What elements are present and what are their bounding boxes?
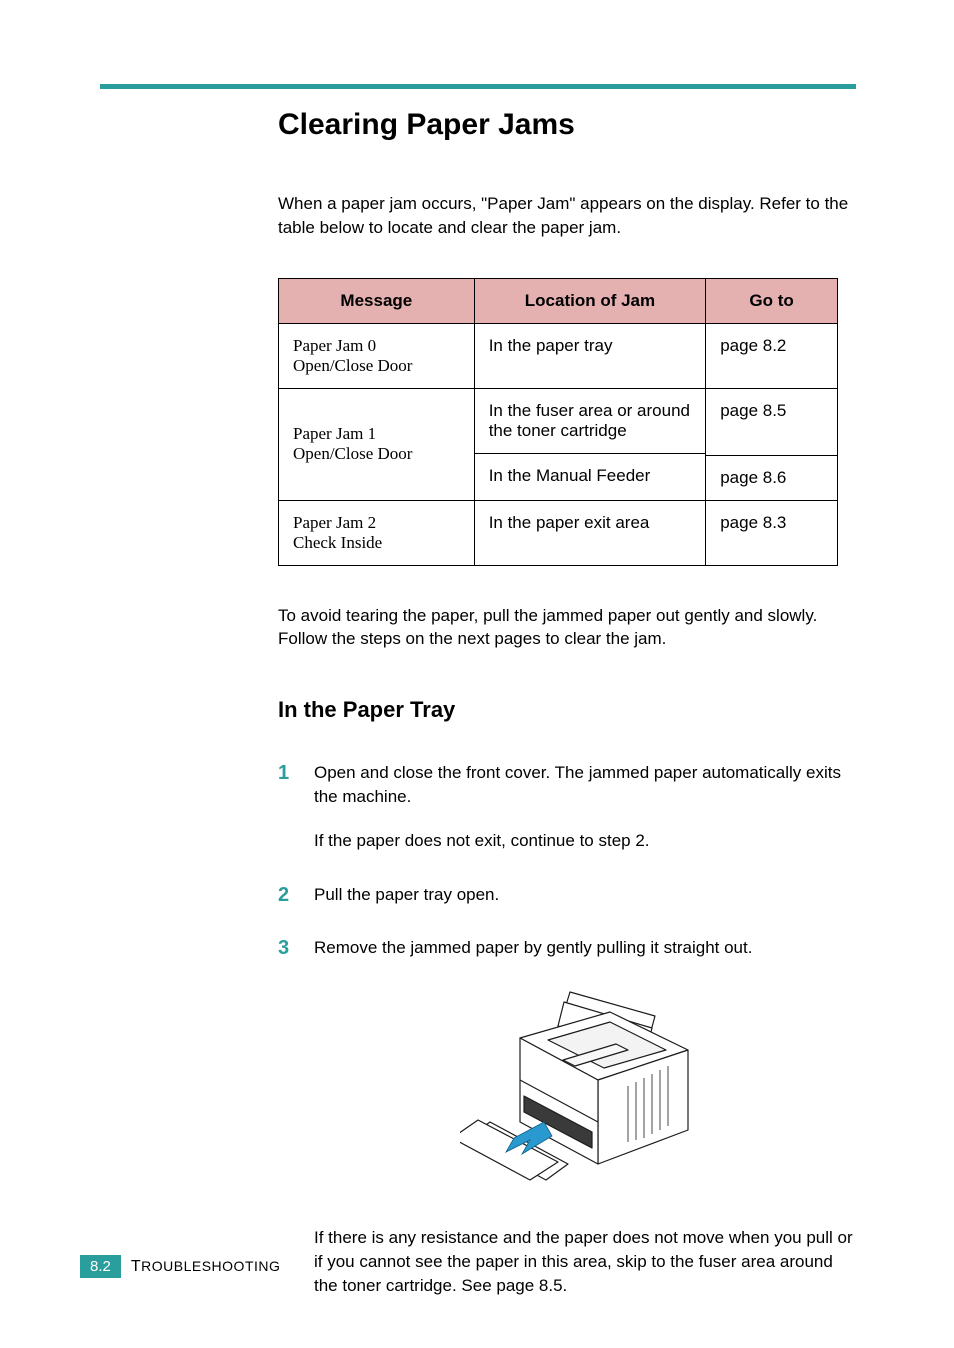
page-number-badge: 8.2 (80, 1255, 121, 1278)
loc-cell: In the paper exit area (474, 500, 706, 565)
page-footer: 8.2 TROUBLESHOOTING (80, 1255, 280, 1278)
loc-cell: In the paper tray (474, 323, 706, 388)
msg-line1: Paper Jam 0 (293, 336, 376, 355)
loc-cell-split: In the fuser area or around the toner ca… (474, 388, 706, 500)
chapter-first-letter: T (131, 1258, 141, 1275)
col-location: Location of Jam (474, 278, 706, 323)
step-text: Pull the paper tray open. (314, 883, 856, 907)
col-message: Message (279, 278, 475, 323)
col-goto: Go to (706, 278, 838, 323)
msg-cell: Paper Jam 1 Open/Close Door (279, 388, 475, 500)
step-item: 3 Remove the jammed paper by gently pull… (278, 936, 856, 1297)
header-rule (100, 84, 856, 89)
msg-cell: Paper Jam 0 Open/Close Door (279, 323, 475, 388)
section-heading: In the Paper Tray (278, 697, 856, 723)
table-row: Paper Jam 2 Check Inside In the paper ex… (279, 500, 838, 565)
msg-line2: Open/Close Door (293, 444, 412, 463)
step-item: 2 Pull the paper tray open. (278, 883, 856, 907)
step-number: 2 (278, 881, 289, 909)
step-number: 1 (278, 759, 289, 787)
goto-cell: page 8.3 (706, 500, 838, 565)
table-header-row: Message Location of Jam Go to (279, 278, 838, 323)
step-text: If there is any resistance and the paper… (314, 1226, 856, 1297)
post-table-paragraph: To avoid tearing the paper, pull the jam… (278, 604, 856, 652)
msg-line2: Open/Close Door (293, 356, 412, 375)
main-content: Clearing Paper Jams When a paper jam occ… (278, 108, 856, 1328)
goto-cell-split: page 8.5 page 8.6 (706, 388, 838, 500)
msg-line1: Paper Jam 1 (293, 424, 376, 443)
step-text: If the paper does not exit, continue to … (314, 829, 856, 853)
table-row: Paper Jam 1 Open/Close Door In the fuser… (279, 388, 838, 500)
msg-line1: Paper Jam 2 (293, 513, 376, 532)
goto-sub1: page 8.5 (706, 389, 837, 456)
goto-cell: page 8.2 (706, 323, 838, 388)
intro-paragraph: When a paper jam occurs, "Paper Jam" app… (278, 192, 856, 240)
printer-illustration (460, 980, 710, 1200)
msg-line2: Check Inside (293, 533, 382, 552)
step-item: 1 Open and close the front cover. The ja… (278, 761, 856, 852)
step-text: Remove the jammed paper by gently pullin… (314, 936, 856, 960)
jam-table: Message Location of Jam Go to Paper Jam … (278, 278, 838, 566)
chapter-label: TROUBLESHOOTING (131, 1258, 281, 1276)
page-title: Clearing Paper Jams (278, 108, 856, 142)
step-number: 3 (278, 934, 289, 962)
loc-sub2: In the Manual Feeder (475, 466, 706, 498)
table-row: Paper Jam 0 Open/Close Door In the paper… (279, 323, 838, 388)
goto-sub2: page 8.6 (706, 468, 837, 500)
msg-cell: Paper Jam 2 Check Inside (279, 500, 475, 565)
step-text: Open and close the front cover. The jamm… (314, 761, 856, 809)
loc-sub1: In the fuser area or around the toner ca… (475, 389, 706, 454)
chapter-rest: ROUBLESHOOTING (141, 1258, 280, 1274)
steps-list: 1 Open and close the front cover. The ja… (278, 761, 856, 1297)
